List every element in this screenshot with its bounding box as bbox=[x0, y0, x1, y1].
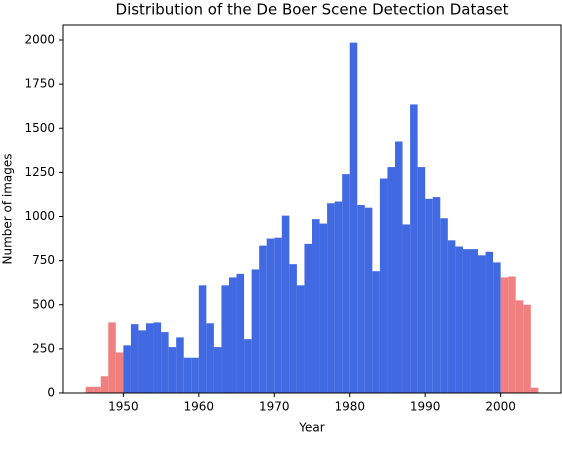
bar bbox=[138, 330, 146, 393]
bar bbox=[289, 264, 297, 393]
bar bbox=[500, 277, 509, 393]
bar bbox=[402, 224, 411, 393]
y-tick-label: 2000 bbox=[24, 33, 55, 47]
bar bbox=[296, 285, 305, 393]
bar bbox=[183, 357, 192, 393]
bar bbox=[176, 337, 184, 393]
bar bbox=[455, 246, 463, 393]
bar bbox=[432, 197, 441, 393]
bar bbox=[244, 339, 252, 393]
bar bbox=[523, 304, 531, 393]
bar bbox=[485, 251, 494, 393]
bar bbox=[115, 352, 124, 393]
bar bbox=[266, 238, 275, 393]
bar bbox=[379, 178, 388, 393]
y-tick-label: 750 bbox=[32, 253, 55, 267]
bar bbox=[410, 104, 418, 393]
bar bbox=[349, 42, 358, 394]
bar bbox=[198, 285, 207, 393]
bar bbox=[462, 249, 471, 393]
y-tick-label: 1750 bbox=[24, 77, 55, 91]
x-tick-label: 1970 bbox=[259, 400, 290, 414]
bar bbox=[417, 167, 426, 393]
bar bbox=[342, 174, 350, 393]
bar bbox=[191, 357, 199, 393]
bar bbox=[168, 347, 177, 393]
y-tick-label: 1500 bbox=[24, 121, 55, 135]
bar bbox=[493, 262, 501, 393]
y-tick-label: 500 bbox=[32, 297, 55, 311]
bar bbox=[229, 277, 237, 393]
bar bbox=[312, 219, 320, 393]
chart-title: Distribution of the De Boer Scene Detect… bbox=[116, 1, 509, 19]
bar bbox=[304, 243, 312, 393]
y-tick-label: 1250 bbox=[24, 165, 55, 179]
bar bbox=[334, 201, 343, 393]
bar bbox=[251, 269, 260, 393]
bar bbox=[447, 240, 456, 393]
bar bbox=[357, 205, 365, 393]
bar bbox=[425, 198, 433, 393]
bar bbox=[470, 249, 478, 393]
x-tick-label: 1950 bbox=[108, 400, 139, 414]
bar bbox=[515, 300, 524, 393]
x-tick-label: 2000 bbox=[485, 400, 516, 414]
x-tick-label: 1960 bbox=[184, 400, 215, 414]
x-axis-label: Year bbox=[298, 421, 324, 435]
bar bbox=[274, 237, 282, 393]
bar bbox=[281, 215, 290, 393]
bar bbox=[146, 323, 154, 393]
y-axis-label: Number of images bbox=[1, 153, 15, 264]
plot-frame bbox=[62, 24, 562, 394]
bar bbox=[372, 271, 380, 393]
x-tick-label: 1990 bbox=[410, 400, 441, 414]
bar bbox=[123, 345, 131, 393]
bar bbox=[478, 255, 486, 393]
bar bbox=[93, 386, 101, 393]
bar bbox=[153, 322, 162, 393]
bar bbox=[213, 347, 222, 393]
bar bbox=[85, 386, 94, 393]
bar bbox=[440, 218, 448, 393]
bar bbox=[236, 273, 245, 393]
bar bbox=[221, 285, 229, 393]
y-tick-label: 1000 bbox=[24, 209, 55, 223]
bar bbox=[319, 223, 328, 393]
x-tick-label: 1980 bbox=[334, 400, 365, 414]
bar bbox=[130, 324, 139, 393]
bar bbox=[395, 141, 403, 393]
bar bbox=[259, 245, 267, 393]
bar bbox=[108, 322, 116, 393]
y-tick-label: 0 bbox=[47, 386, 55, 400]
bar bbox=[100, 376, 109, 393]
bar bbox=[508, 276, 516, 393]
bar bbox=[206, 323, 214, 393]
bar bbox=[161, 332, 169, 393]
bar bbox=[530, 387, 539, 393]
bar bbox=[387, 167, 395, 393]
bar bbox=[327, 203, 335, 393]
y-tick-label: 250 bbox=[32, 341, 55, 355]
bar bbox=[364, 207, 373, 393]
